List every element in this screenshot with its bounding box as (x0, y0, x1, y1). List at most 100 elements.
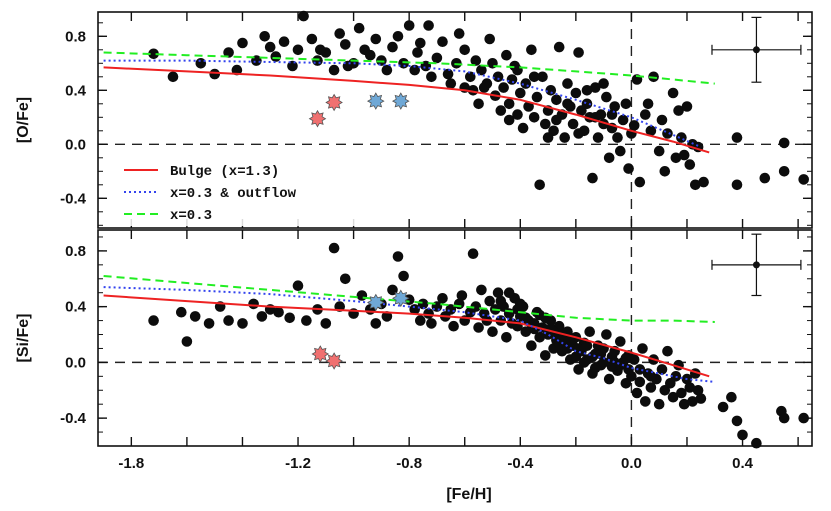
star-point (778, 166, 790, 177)
star-point (284, 312, 296, 324)
highlighted-star-marker (311, 345, 330, 363)
star-point (426, 318, 437, 329)
star-point (634, 376, 646, 388)
star-point (148, 48, 159, 60)
x-tick-label: -0.8 (396, 455, 422, 472)
star-point (398, 58, 409, 69)
star-point (656, 114, 668, 126)
error-bar-center (752, 46, 760, 54)
star-point (615, 145, 626, 157)
star-point (503, 287, 515, 299)
star-point (631, 387, 643, 399)
star-point (473, 98, 484, 110)
star-point (370, 318, 382, 329)
star-point (501, 332, 512, 343)
star-point (603, 373, 615, 385)
star-point (645, 382, 657, 393)
star-point (437, 293, 448, 304)
x-tick-label: 0.0 (621, 455, 642, 472)
star-point (445, 78, 457, 89)
star-point (423, 308, 434, 319)
star-point (409, 304, 421, 315)
highlighted-star-marker (366, 293, 385, 312)
star-point (667, 87, 679, 99)
star-point (676, 387, 687, 399)
star-point (623, 364, 634, 375)
star-point (437, 36, 448, 47)
star-point (492, 71, 504, 83)
model-curve-bulge-x-1-3- (103, 294, 710, 378)
star-point (176, 306, 187, 318)
star-point (223, 47, 234, 58)
star-point (264, 41, 276, 53)
star-point (615, 336, 626, 347)
star-point (340, 39, 351, 50)
star-point (423, 20, 434, 31)
model-curve-x-0-3-outflow (103, 286, 715, 383)
star-point (478, 82, 490, 93)
highlighted-star-marker (308, 109, 327, 128)
star-point (695, 393, 707, 404)
star-point (645, 371, 657, 382)
star-point (409, 64, 421, 76)
star-point (520, 326, 532, 338)
star-point (495, 105, 507, 116)
star-point (726, 391, 737, 403)
panel-oxygen: -0.4 0.0 0.4 0.8 [O/Fe] (15, 10, 813, 229)
highlighted-star-marker (325, 93, 343, 112)
star-point (189, 311, 201, 322)
star-point (515, 87, 526, 99)
star-point (334, 28, 346, 39)
star-point (431, 52, 443, 64)
star-point (223, 315, 234, 326)
star-point (623, 163, 634, 174)
star-point (778, 137, 790, 149)
star-point (553, 337, 565, 349)
star-point (501, 49, 512, 61)
star-point (570, 351, 582, 363)
star-point (467, 248, 479, 259)
star-point (456, 290, 468, 301)
star-point (612, 132, 623, 143)
plot-frame (97, 229, 813, 447)
star-point (353, 22, 365, 34)
star-point (306, 33, 318, 45)
highlighted-star-marker (391, 289, 410, 308)
star-point (476, 284, 487, 296)
star-point (798, 174, 809, 185)
star-point (492, 287, 504, 299)
x-tick-label: -1.8 (118, 455, 144, 472)
y-tick-label: 0.8 (65, 243, 86, 260)
y-tick-label: 0.0 (65, 354, 86, 371)
star-point (292, 280, 304, 292)
y-axis-title: [O/Fe] (15, 97, 32, 143)
star-point (459, 44, 471, 56)
star-point (278, 36, 290, 47)
star-point (590, 362, 601, 374)
star-point (595, 348, 607, 360)
legend-label: x=0.3 (170, 208, 212, 224)
star-point (426, 71, 437, 83)
star-point (678, 149, 690, 161)
star-point (751, 437, 762, 449)
star-point (634, 364, 646, 375)
star-point (684, 159, 696, 170)
star-point (473, 322, 484, 333)
star-point (448, 320, 459, 332)
star-point (662, 128, 673, 139)
star-point (392, 251, 404, 262)
star-point (673, 105, 684, 116)
panel-silicon: -0.4 0.0 0.4 0.8 -1.8 -1.2 -0.8 -0.4 0.0 0.4 [Si/F… (15, 229, 813, 472)
star-point (506, 74, 518, 85)
star-point (640, 109, 651, 120)
star-point (609, 101, 620, 112)
star-point (381, 311, 393, 322)
star-point (620, 352, 632, 364)
star-point (526, 44, 537, 56)
star-point (381, 64, 393, 76)
star-point (628, 354, 640, 365)
highlighted-star-marker (391, 92, 410, 110)
star-point (270, 51, 282, 62)
star-point (328, 242, 340, 254)
star-point (587, 172, 598, 184)
